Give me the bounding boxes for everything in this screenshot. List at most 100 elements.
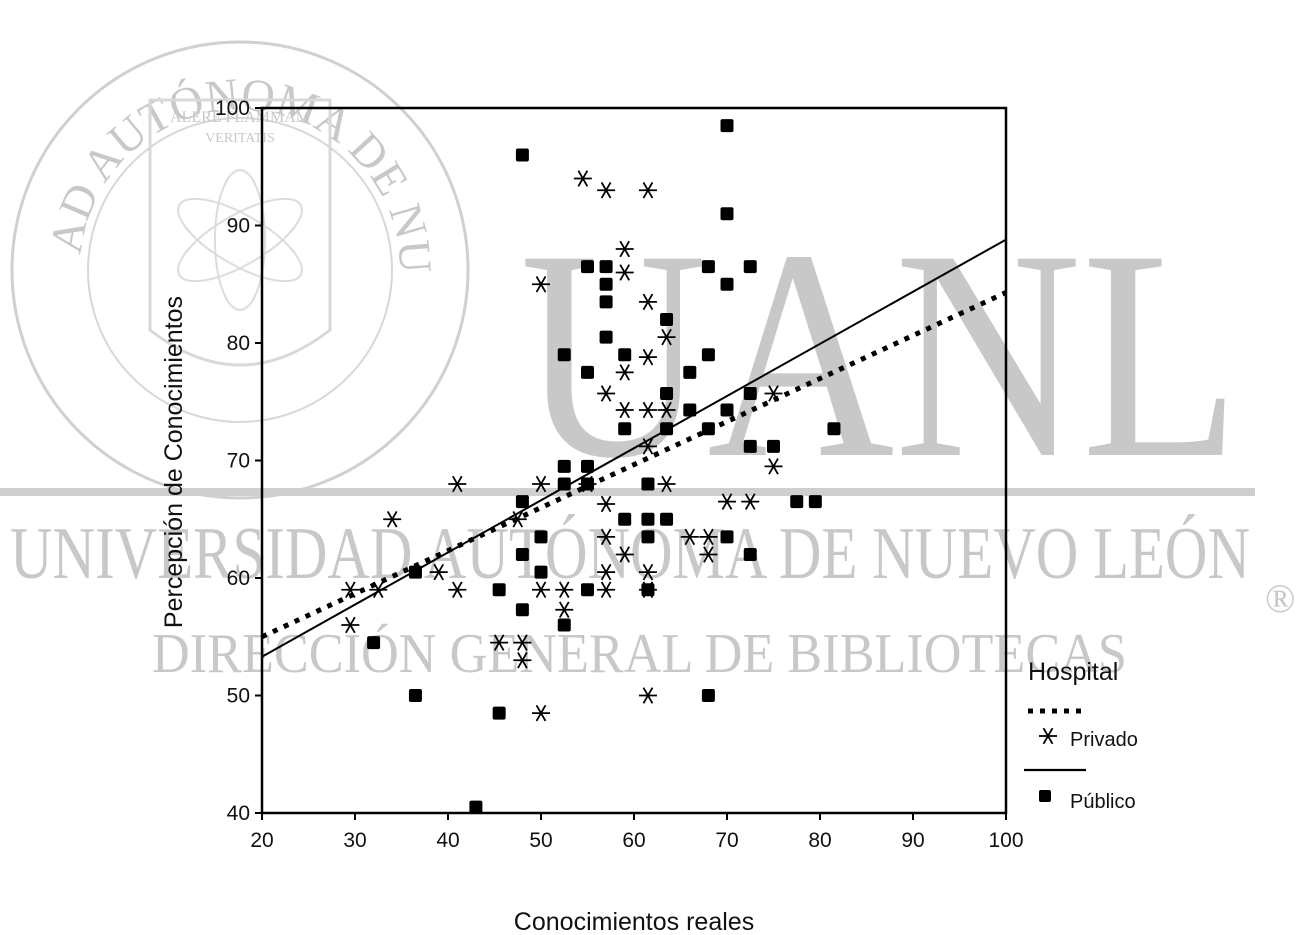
point-privado	[657, 401, 676, 419]
point-publico	[701, 422, 715, 436]
fit-line-publico	[261, 238, 1007, 658]
y-tick-label: 70	[227, 450, 250, 473]
point-publico	[618, 348, 632, 362]
point-publico	[641, 530, 655, 544]
point-publico	[515, 548, 529, 561]
y-axis-title: Percepción de Conocimientos	[160, 296, 188, 628]
point-privado	[615, 546, 634, 563]
data-points	[341, 119, 841, 814]
legend-marker-publico	[1039, 790, 1051, 802]
seal-shield	[148, 98, 332, 367]
point-privado	[429, 563, 448, 581]
point-publico	[743, 387, 757, 401]
point-publico	[534, 565, 548, 579]
point-publico	[557, 477, 571, 491]
legend-label-publico: Público	[1070, 791, 1136, 813]
point-publico	[581, 583, 594, 597]
point-privado	[513, 634, 532, 651]
point-privado	[555, 601, 574, 618]
point-publico	[599, 295, 613, 309]
x-tick-label: 60	[622, 829, 645, 852]
point-privado	[448, 475, 467, 493]
watermark-big-letters: UANL	[520, 188, 1240, 520]
point-publico	[408, 565, 422, 579]
point-publico	[367, 636, 381, 650]
point-privado	[508, 511, 527, 528]
point-publico	[743, 439, 757, 453]
x-tick-label: 40	[436, 829, 459, 852]
seal-motto-line1: ALERE FLAMMAM	[170, 109, 310, 126]
point-privado	[615, 240, 634, 258]
point-privado	[615, 264, 634, 281]
point-publico	[599, 260, 613, 274]
y-tick-label: 100	[215, 97, 250, 120]
point-privado	[597, 182, 616, 199]
point-publico	[492, 583, 506, 597]
point-privado	[699, 528, 718, 546]
watermark-sub-text: DIRECCIÓN GENERAL DE BIBLIOTECAS	[152, 622, 1127, 685]
point-privado	[615, 401, 634, 419]
y-tick-label: 60	[227, 567, 250, 590]
x-tick-label: 80	[808, 829, 831, 852]
point-privado	[597, 385, 616, 402]
watermark: UNIVERSIDAD AUTÓNOMA DE NUEVO LEÓN ALERE…	[0, 0, 1295, 685]
point-privado	[638, 182, 657, 199]
legend-square-icon	[1039, 790, 1051, 802]
point-publico	[660, 422, 674, 436]
point-publico	[581, 477, 594, 491]
fit-lines	[260, 238, 1008, 658]
point-privado	[532, 475, 550, 493]
point-privado	[657, 328, 676, 346]
x-tick-label: 50	[529, 829, 552, 852]
point-publico	[469, 800, 483, 814]
point-publico	[557, 618, 571, 632]
y-tick-label: 40	[227, 802, 250, 825]
point-publico	[683, 403, 697, 417]
point-publico	[641, 583, 655, 597]
legend-asterisk-icon	[1039, 727, 1057, 745]
point-privado	[638, 348, 657, 366]
point-privado	[680, 528, 699, 546]
x-tick-label: 30	[343, 829, 366, 852]
point-privado	[764, 458, 783, 475]
point-privado	[341, 616, 360, 634]
point-privado	[597, 528, 616, 546]
point-publico	[581, 260, 594, 274]
point-privado	[597, 495, 616, 513]
point-publico	[557, 459, 571, 473]
legend-label-privado: Privado	[1070, 729, 1138, 751]
y-tick-label: 80	[227, 332, 250, 355]
point-publico	[683, 365, 697, 379]
x-tick-label: 100	[988, 829, 1023, 852]
point-publico	[743, 260, 757, 274]
point-publico	[515, 148, 529, 162]
point-publico	[720, 277, 734, 291]
point-publico	[599, 277, 613, 291]
point-privado	[638, 563, 657, 581]
x-tick-label: 90	[901, 829, 924, 852]
point-publico	[720, 530, 734, 544]
fit-line-privado	[260, 290, 1008, 640]
point-publico	[534, 530, 548, 544]
seal-motto-line2: VERITATIS	[205, 131, 275, 146]
point-privado	[638, 293, 657, 311]
point-publico	[827, 422, 841, 436]
point-publico	[492, 706, 506, 720]
point-publico	[720, 207, 734, 221]
point-publico	[808, 495, 822, 509]
point-privado	[532, 581, 550, 598]
point-publico	[660, 512, 674, 526]
point-privado	[657, 475, 676, 493]
point-privado	[638, 687, 657, 704]
point-publico	[790, 495, 804, 509]
x-axis: 20 30 40 50 60 70 80 90 100	[250, 813, 1024, 852]
watermark-band	[0, 488, 1255, 496]
point-publico	[660, 387, 674, 401]
point-privado	[448, 581, 467, 598]
point-privado	[383, 511, 402, 528]
point-publico	[641, 477, 655, 491]
legend-title: Hospital	[1028, 658, 1118, 686]
point-privado	[764, 385, 783, 402]
point-publico	[701, 348, 715, 362]
point-privado	[532, 704, 550, 722]
